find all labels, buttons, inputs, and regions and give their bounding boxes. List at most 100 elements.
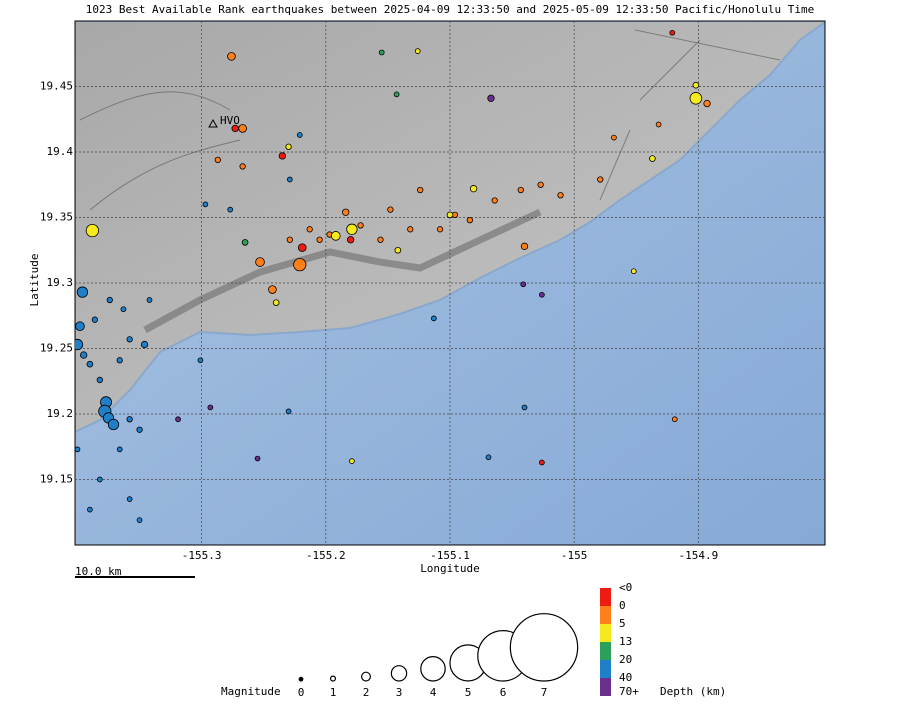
earthquake [175, 416, 181, 423]
depth-label: 20 [619, 653, 632, 666]
earthquake [126, 416, 133, 423]
y-tick-label: 19.35 [40, 211, 73, 224]
earthquake [349, 458, 355, 465]
earthquake [285, 408, 292, 415]
earthquake [669, 29, 676, 36]
earthquake [272, 299, 280, 306]
size-legend-label: 3 [396, 686, 403, 699]
earthquake [520, 242, 529, 250]
earthquake [521, 404, 528, 411]
earthquake [539, 291, 545, 298]
earthquake [241, 239, 249, 246]
depth-label: 70+ [619, 685, 639, 698]
earthquake [75, 338, 84, 351]
earthquake [537, 181, 544, 188]
size-legend-circle [390, 665, 408, 682]
color-legend-title: Depth (km) [660, 685, 726, 698]
earthquake [466, 216, 474, 224]
y-tick-label: 19.4 [47, 145, 74, 158]
earthquake [126, 496, 133, 502]
earthquakes [75, 29, 711, 523]
earthquake [517, 186, 524, 194]
depth-swatch [600, 588, 611, 606]
earthquake [671, 416, 678, 423]
map-title: 1023 Best Available Rank earthquakes bet… [86, 3, 814, 16]
depth-swatch [600, 660, 611, 678]
earthquake [255, 257, 265, 267]
size-legend-circle [420, 655, 446, 682]
earthquake [446, 211, 454, 219]
depth-swatch [600, 678, 611, 696]
earthquake [116, 357, 123, 364]
grid: -155.3 -155.2 -155.1 -155 -154.9 19.15 19.2 19.… [40, 21, 825, 562]
earthquake [649, 155, 656, 162]
earthquake [378, 49, 385, 56]
earthquake [140, 340, 149, 349]
y-tick-label: 19.15 [40, 473, 73, 486]
earthquake [387, 206, 394, 213]
earthquake [116, 446, 123, 453]
earthquake [436, 226, 444, 233]
size-legend-label: 6 [500, 686, 507, 699]
earthquake [106, 296, 113, 304]
earthquake [703, 99, 711, 108]
earthquake [431, 315, 437, 322]
size-legend-label: 0 [298, 686, 305, 699]
earthquake [136, 426, 143, 433]
earthquake [91, 316, 99, 323]
earthquake [491, 197, 498, 204]
earthquake [76, 286, 89, 298]
earthquake [655, 121, 662, 128]
earthquake [293, 258, 307, 272]
earthquake [202, 201, 209, 208]
earthquake [136, 517, 143, 523]
earthquake [597, 176, 604, 183]
earthquake [557, 192, 564, 199]
earthquake [377, 236, 384, 243]
earthquake [239, 163, 246, 170]
earthquake [306, 226, 313, 233]
y-tick-label: 19.45 [40, 80, 73, 93]
earthquake [417, 186, 424, 194]
earthquake [75, 446, 81, 453]
x-tick-label: -155.3 [182, 549, 222, 562]
earthquake [630, 268, 637, 275]
earthquake [330, 231, 341, 241]
earthquake [268, 285, 277, 294]
earthquake [394, 246, 402, 254]
earthquake [485, 454, 492, 461]
size-legend-circle [509, 613, 579, 682]
size-legend-label: 2 [363, 686, 370, 699]
earthquake [75, 321, 85, 332]
earthquake [316, 236, 323, 243]
hvo-label: HVO [220, 114, 240, 127]
size-legend-label: 5 [465, 686, 472, 699]
earthquake [469, 185, 478, 193]
scale-bar-label: 10.0 km [75, 565, 122, 578]
earthquake [285, 143, 292, 150]
size-legend-title: Magnitude [221, 685, 281, 698]
earthquake [357, 222, 364, 229]
earthquake [539, 459, 545, 466]
earthquake [611, 134, 617, 141]
earthquake [346, 236, 355, 244]
earthquake [254, 455, 261, 462]
depth-swatch [600, 606, 611, 624]
depth-label: 0 [619, 599, 626, 612]
size-legend-label: 1 [330, 686, 337, 699]
y-axis-label: Latitude [28, 254, 41, 307]
earthquake [227, 52, 236, 61]
y-tick-label: 19.25 [40, 342, 73, 355]
x-tick-label: -154.9 [678, 549, 718, 562]
earthquake [120, 306, 127, 313]
earthquake [126, 336, 133, 343]
size-legend-circle [298, 676, 304, 682]
size-legend-label: 4 [430, 686, 437, 699]
earthquake [85, 224, 99, 238]
depth-label: <0 [619, 581, 632, 594]
earthquake [87, 506, 93, 513]
earthquake [146, 297, 153, 303]
earthquake [96, 476, 103, 483]
